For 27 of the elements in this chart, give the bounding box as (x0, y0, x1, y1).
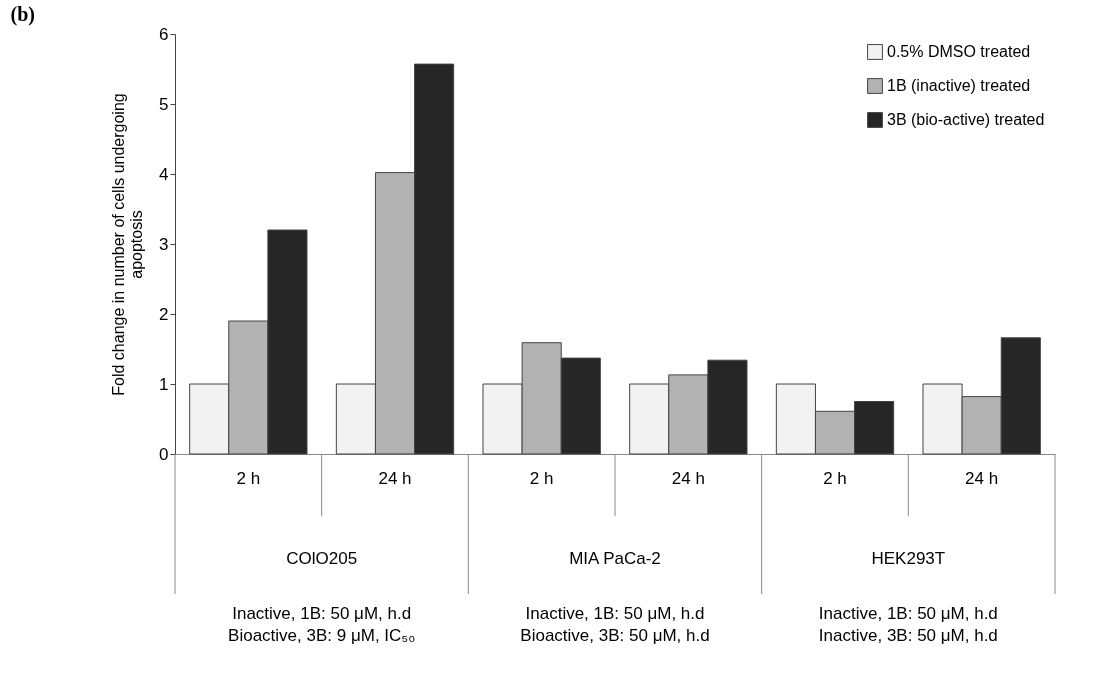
text: Inactive, 1B: 50 μM, h.d (232, 604, 412, 623)
legend-label: 0.5% DMSO treated (887, 43, 1031, 60)
y-tick-label: 1 (159, 374, 169, 394)
text: Bioactive, 3B: 50 μM, h.d (520, 626, 710, 645)
y-tick-label: 3 (159, 234, 169, 254)
text: Inactive, 1B: 50 μM, h.d (525, 604, 705, 623)
x-tick-label: 2 h (823, 468, 847, 488)
y-axis-title: Fold change in number of cells undergoing apoptosis (110, 93, 146, 396)
y-tick-label: 5 (159, 94, 169, 114)
x-tick-label: 24 h (378, 468, 412, 488)
legend-label: 3B (bio-active) treated (887, 111, 1045, 128)
x-tick-label: 2 h (236, 468, 261, 488)
text: Inactive, 1B: 50 μM, h.d (818, 604, 998, 623)
legend-label: 1B (inactive) treated (887, 77, 1031, 94)
text: Inactive, 3B: 50 μM, h.d (818, 626, 998, 645)
x-tick-label: 24 h (671, 468, 705, 488)
y-tick-label: 2 (159, 304, 169, 324)
y-tick-label: 0 (159, 444, 169, 464)
text: HEK293T (871, 549, 946, 568)
text: MIA PaCa-2 (569, 549, 661, 568)
x-tick-label: 24 h (965, 468, 999, 488)
y-tick-label: 6 (159, 24, 169, 44)
text: COlO205 (286, 549, 358, 568)
chart-title: (b) (10, 3, 35, 26)
y-tick-label: 4 (159, 164, 169, 184)
text: Bioactive, 3B: 9 μM, IC₅₀ (228, 626, 416, 645)
x-tick-label: 2 h (529, 468, 554, 488)
